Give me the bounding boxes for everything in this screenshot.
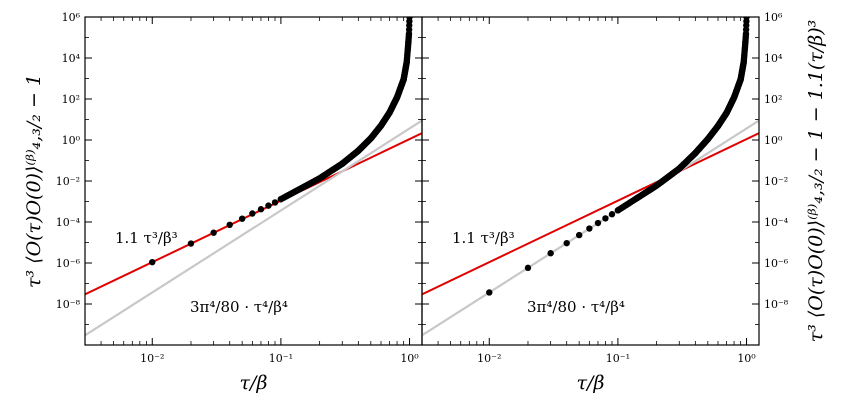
- tau3-annotation: 1.1 τ³/β³: [452, 229, 515, 247]
- axes-frame: [84, 16, 423, 346]
- y-tick-label: 10⁰: [764, 134, 783, 147]
- data-point: [524, 264, 532, 272]
- data-point: [602, 215, 609, 222]
- data-point: [238, 215, 246, 222]
- x-axis-label: τ/β: [240, 372, 268, 394]
- data-point: [594, 219, 602, 227]
- plot-area: [85, 17, 422, 337]
- tau3-annotation: 1.1 τ³/β³: [115, 229, 178, 247]
- y-tick-label: 10⁶: [764, 11, 783, 24]
- data-point: [226, 221, 233, 229]
- y-tick-label: 10⁻⁴: [56, 216, 81, 229]
- data-point: [265, 202, 272, 209]
- y-tick-label: 10⁻⁶: [56, 257, 81, 270]
- y-tick-label: 10²: [62, 93, 80, 106]
- data-point: [586, 225, 593, 232]
- x-tick-label: 10⁻²: [140, 352, 164, 365]
- data-point: [271, 199, 279, 206]
- plot-area: [422, 17, 759, 337]
- data-point: [486, 289, 493, 296]
- data-point: [257, 206, 265, 213]
- x-tick-label: 10⁰: [737, 352, 756, 365]
- x-axis-label: τ/β: [577, 372, 605, 394]
- fit-line-tau3: [422, 132, 759, 296]
- data-point: [210, 229, 217, 236]
- y-axis-label: τ³ ⟨O(τ)O(0)⟩⁽ᵝ⁾₄,₃/₂ − 1 − 1.1(τ/β)³: [805, 20, 827, 343]
- data-point: [563, 239, 570, 247]
- y-tick-label: 10⁻²: [56, 175, 80, 188]
- x-tick-label: 10⁰: [400, 352, 419, 365]
- y-tick-label: 10⁻⁴: [764, 216, 789, 229]
- data-point: [249, 210, 256, 217]
- y-axis-label: τ³ ⟨O(τ)O(0)⟩⁽ᵝ⁾₄,₃/₂ − 1: [23, 74, 45, 288]
- y-tick-label: 10²: [764, 93, 782, 106]
- y-tick-label: 10⁻²: [764, 175, 788, 188]
- y-tick-label: 10⁻⁸: [56, 298, 81, 311]
- left-panel: 10⁻² 10⁻¹ 10⁰ 10⁻⁸ 10⁻⁶ 10⁻⁴ 10⁻² 10⁰ 10² 10⁴ 10⁶ τ…: [23, 11, 423, 394]
- axes-frame: [421, 16, 760, 346]
- x-tick-label: 10⁻¹: [606, 352, 630, 365]
- fit-line-tau4: [85, 119, 422, 337]
- data-point: [187, 240, 195, 247]
- tau4-annotation: 3π⁴/80 · τ⁴/β⁴: [527, 298, 625, 316]
- x-tick-label: 10⁻¹: [269, 352, 293, 365]
- y-tick-label: 10⁻⁶: [764, 257, 789, 270]
- data-point: [547, 250, 554, 257]
- y-tick-label: 10⁴: [764, 52, 783, 65]
- y-tick-label: 10⁶: [62, 11, 81, 24]
- data-point: [149, 258, 156, 266]
- x-tick-label: 10⁻²: [477, 352, 501, 365]
- tau4-annotation: 3π⁴/80 · τ⁴/β⁴: [190, 298, 288, 316]
- data-point: [575, 231, 583, 239]
- y-tick-label: 10⁻⁸: [764, 298, 789, 311]
- data-point: [608, 211, 616, 218]
- y-tick-label: 10⁰: [62, 134, 81, 147]
- right-panel: 10⁻² 10⁻¹ 10⁰ 10⁻⁸ 10⁻⁶ 10⁻⁴ 10⁻² 10⁰ 10² 10⁴ 10⁶ τ…: [421, 11, 827, 394]
- y-tick-label: 10⁴: [62, 52, 81, 65]
